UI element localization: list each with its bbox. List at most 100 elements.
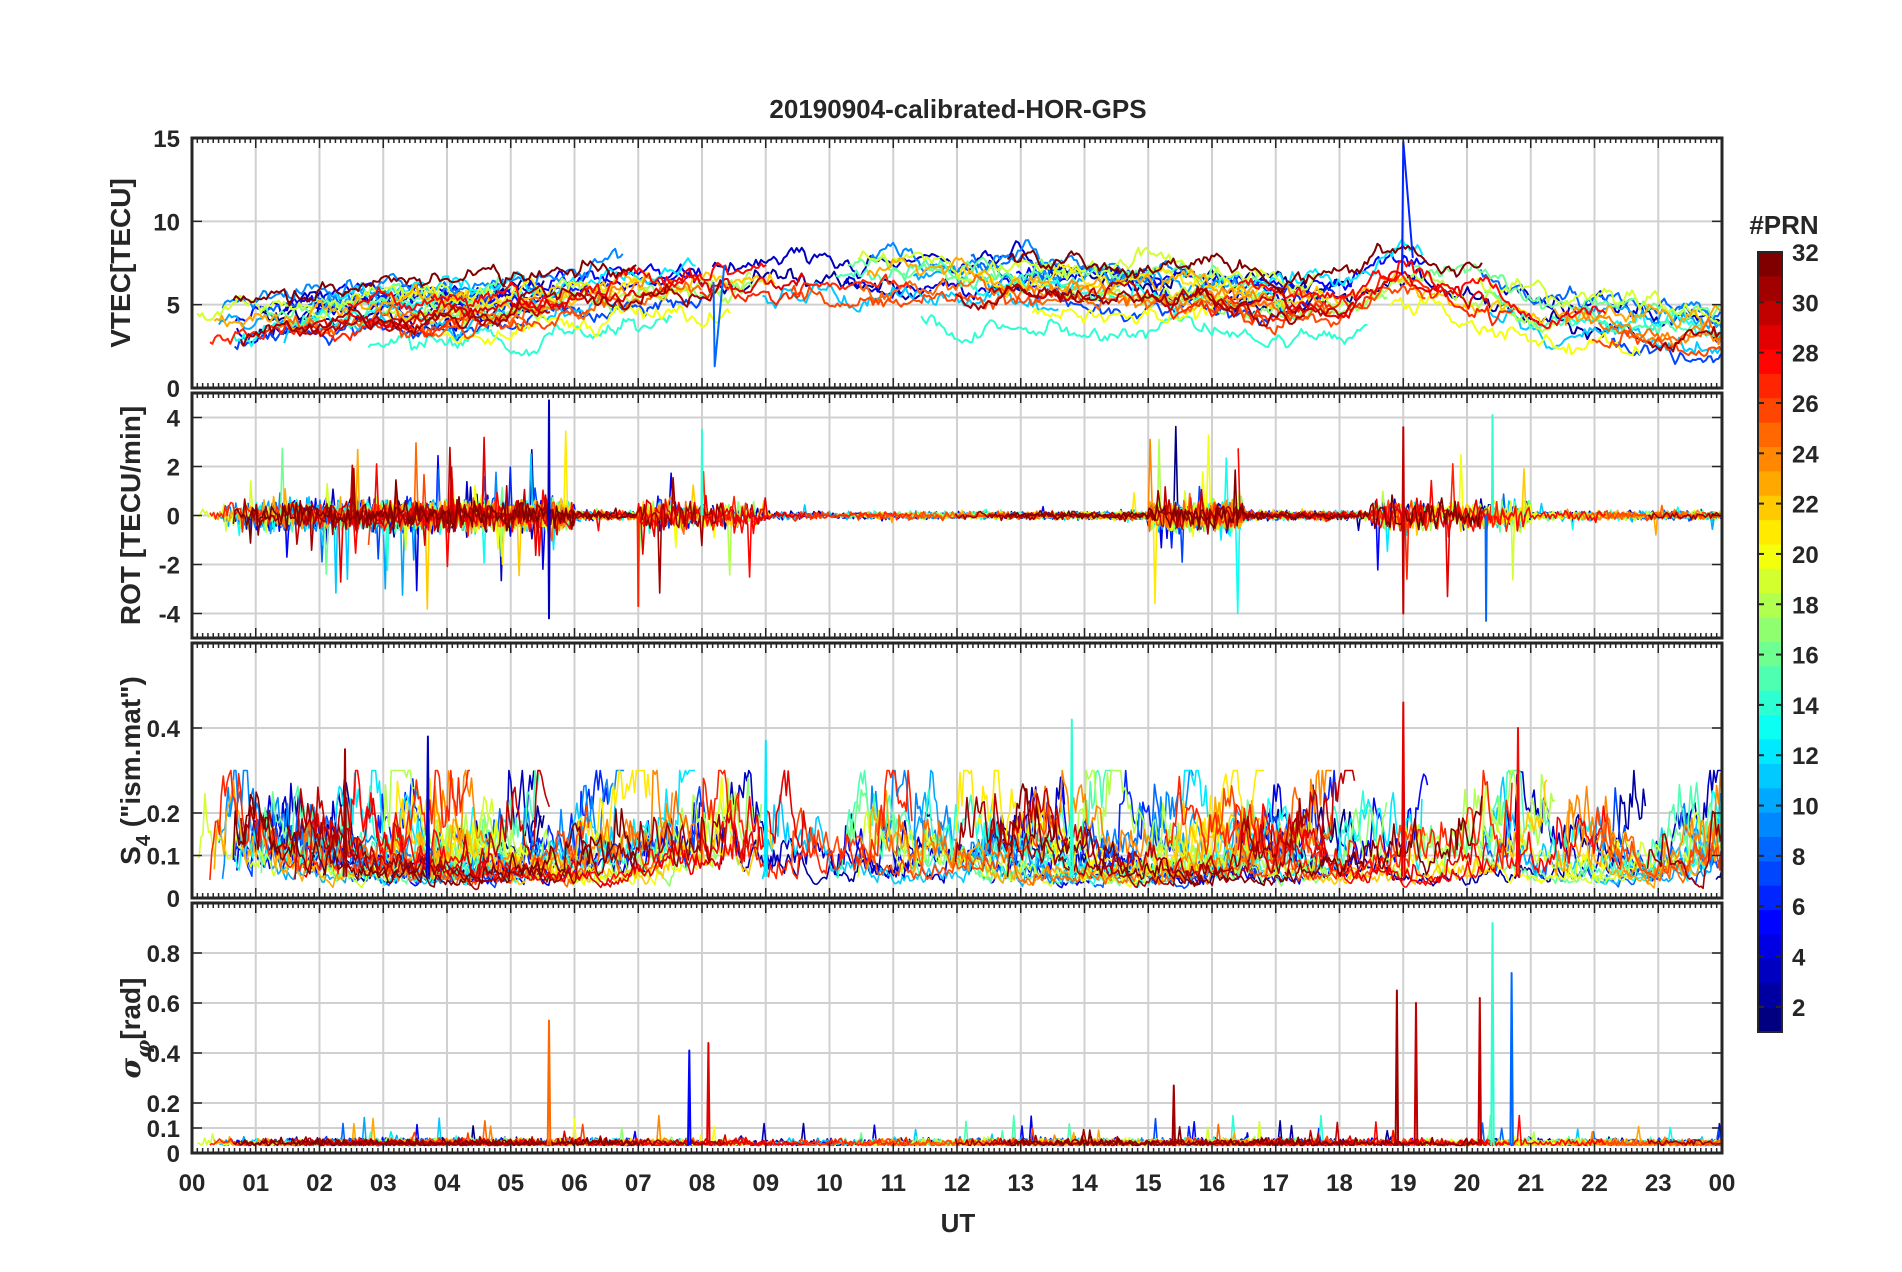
y-tick-label: 0.4 bbox=[147, 716, 181, 743]
vtec-trace-prn bbox=[1553, 303, 1721, 330]
panel-rot: -4 -2 0 2 4 ROT [TECU/min] bbox=[115, 391, 1724, 640]
colorbar-segment bbox=[1758, 447, 1782, 472]
x-axis-label: UT bbox=[941, 1208, 976, 1238]
sigma-traces bbox=[197, 922, 1723, 1147]
vtec-trace-prn bbox=[213, 282, 471, 331]
x-tick-label: 18 bbox=[1326, 1170, 1353, 1197]
y-tick-label: 0 bbox=[167, 504, 180, 531]
chart-title: 20190904-calibrated-HOR-GPS bbox=[769, 94, 1146, 124]
vtec-trace-prn bbox=[1237, 259, 1607, 330]
s4-trace-prn bbox=[858, 786, 1332, 886]
panel-ticks bbox=[191, 643, 1723, 899]
colorbar-label: #PRN bbox=[1749, 210, 1818, 240]
x-tick-label: 10 bbox=[816, 1170, 843, 1197]
panel-sigma_phi: 00.10.2 0.4 0.6 0.8 σφ[rad] 00 01 02 03 04 05 06 07 0… bbox=[114, 901, 1736, 1197]
colorbar-segment bbox=[1758, 666, 1782, 692]
rot-traces bbox=[196, 399, 1723, 622]
s4-trace-prn bbox=[1139, 801, 1388, 887]
rot-peak bbox=[1401, 515, 1405, 615]
panel-vtec: 0 5 10 15 VTEC[TECU] bbox=[105, 126, 1724, 403]
s4-trace-prn bbox=[1389, 825, 1640, 885]
colorbar-segment bbox=[1758, 739, 1782, 765]
y-axis-label-s4: S4 ("ism.mat") bbox=[115, 676, 155, 865]
y-tick-label: -4 bbox=[159, 602, 181, 629]
vtec-trace-prn bbox=[699, 273, 913, 306]
s4-peak bbox=[1401, 701, 1406, 877]
vtec-trace-prn bbox=[368, 308, 589, 340]
colorbar-segment bbox=[1758, 715, 1782, 740]
rot-trace-prn bbox=[1647, 511, 1721, 521]
s4-trace-prn bbox=[954, 796, 1307, 889]
colorbar-segment bbox=[1758, 520, 1782, 545]
x-tick-label: 03 bbox=[370, 1170, 397, 1197]
vtec-trace-prn bbox=[1647, 325, 1722, 353]
y-tick-label: 0 bbox=[167, 1141, 180, 1168]
colorbar-tick-label: 26 bbox=[1792, 391, 1819, 418]
s4-trace-prn bbox=[699, 769, 913, 880]
colorbar-tick-label: 18 bbox=[1792, 592, 1819, 619]
s4-trace-prn bbox=[303, 769, 807, 889]
vtec-trace-prn bbox=[196, 282, 494, 322]
sigma-peak bbox=[546, 1019, 552, 1146]
s4-trace-prn bbox=[1553, 802, 1722, 889]
colorbar-segment bbox=[1758, 690, 1782, 716]
s4-trace-prn bbox=[1284, 821, 1489, 885]
colorbar-segment bbox=[1758, 349, 1782, 375]
colorbar-segment bbox=[1758, 788, 1782, 814]
y-axis-label-vtec: VTEC[TECU] bbox=[105, 178, 136, 348]
sigma-trace-prn bbox=[1284, 1135, 1489, 1147]
x-tick-label: 05 bbox=[497, 1170, 524, 1197]
colorbar-tick-label: 8 bbox=[1792, 844, 1805, 871]
vtec-trace-prn bbox=[835, 258, 1113, 301]
sigma-peak bbox=[1171, 1084, 1176, 1146]
vtec-trace-prn bbox=[1564, 306, 1723, 347]
x-tick-label: 06 bbox=[561, 1170, 588, 1197]
s4-trace-prn bbox=[835, 769, 1114, 884]
vtec-trace-prn bbox=[367, 314, 673, 357]
s4-trace-prn bbox=[1597, 825, 1722, 884]
rot-peak bbox=[1490, 414, 1495, 516]
s4-trace-prn bbox=[1237, 803, 1607, 888]
colorbar-tick-label: 28 bbox=[1792, 341, 1819, 368]
vtec-trace-prn bbox=[1476, 277, 1722, 325]
s4-peak bbox=[342, 748, 348, 877]
y-tick-label: 0.1 bbox=[147, 1116, 180, 1143]
vtec-trace-prn bbox=[954, 284, 1306, 328]
x-tick-label: 04 bbox=[434, 1170, 461, 1197]
colorbar-tick-label: 14 bbox=[1792, 693, 1819, 720]
sigma-peak bbox=[1394, 989, 1400, 1146]
y-tick-label: 0.4 bbox=[147, 1041, 181, 1068]
s4-trace-prn bbox=[1565, 773, 1722, 884]
x-tick-label: 22 bbox=[1581, 1170, 1608, 1197]
y-tick-label: 2 bbox=[167, 455, 180, 482]
y-tick-label: 0 bbox=[167, 376, 180, 403]
colorbar-segment bbox=[1758, 837, 1782, 862]
colorbar-segment bbox=[1758, 495, 1782, 521]
colorbar-segment bbox=[1758, 1007, 1782, 1033]
s4-peak bbox=[1515, 727, 1521, 877]
panel-grid bbox=[191, 137, 1723, 389]
y-tick-label: 10 bbox=[153, 209, 180, 236]
sigma-peak bbox=[687, 1049, 692, 1146]
y-tick-label: 15 bbox=[153, 126, 180, 153]
sigma-peak bbox=[1509, 972, 1514, 1146]
s4-traces bbox=[196, 701, 1723, 891]
vtec-trace-prn bbox=[1591, 327, 1723, 358]
y-tick-label: 0.2 bbox=[147, 801, 180, 828]
x-tick-label: 00 bbox=[1709, 1170, 1736, 1197]
sigma-trace-prn bbox=[699, 1136, 913, 1147]
s4-trace-prn bbox=[1560, 790, 1723, 882]
colorbar-tick-label: 16 bbox=[1792, 643, 1819, 670]
s4-peak bbox=[425, 735, 431, 877]
colorbar-segment bbox=[1758, 958, 1782, 984]
s4-trace-prn bbox=[857, 809, 1316, 887]
sigma-peak bbox=[1477, 997, 1482, 1146]
colorbar-tick-label: 4 bbox=[1792, 945, 1806, 972]
rot-peak bbox=[1401, 426, 1405, 516]
x-tick-label: 13 bbox=[1007, 1170, 1034, 1197]
colorbar-segment bbox=[1758, 252, 1782, 277]
y-tick-label: -2 bbox=[159, 553, 180, 580]
x-tick-label: 15 bbox=[1135, 1170, 1162, 1197]
vtec-trace-prn bbox=[988, 280, 1355, 318]
